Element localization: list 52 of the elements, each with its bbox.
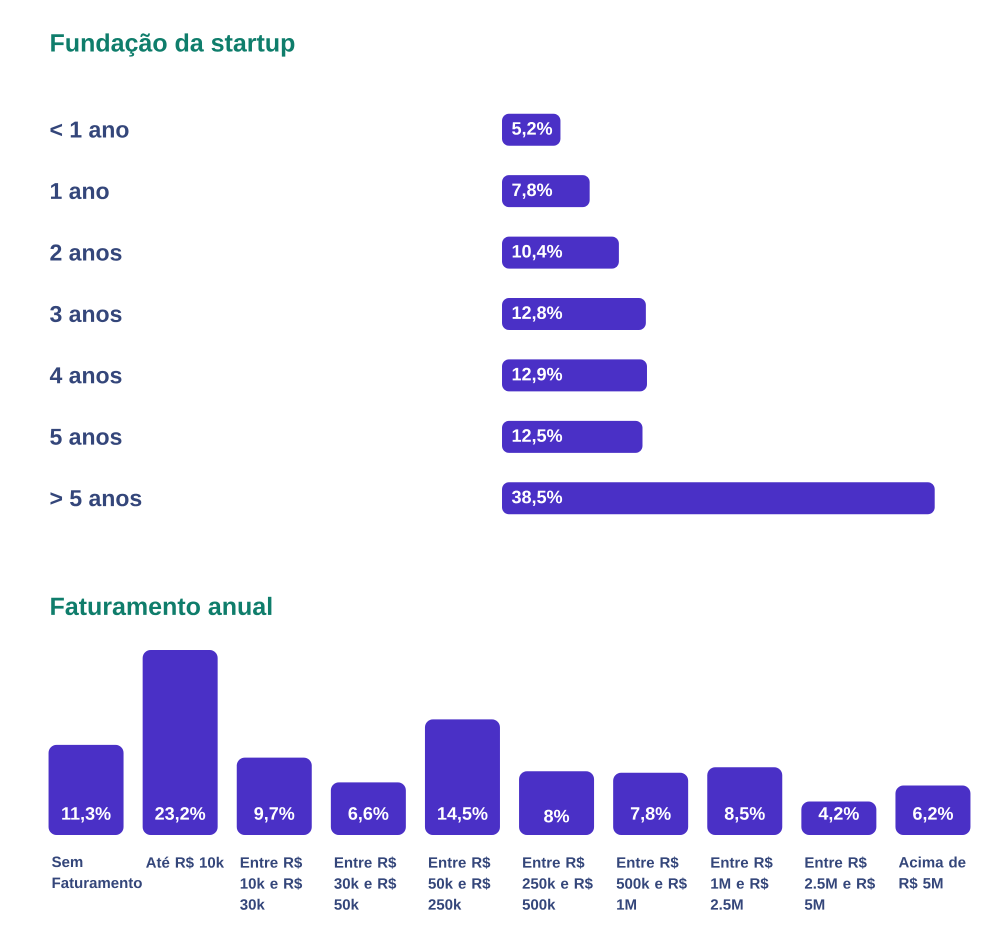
x-tick-label: Entre R$ 1M e R$ 2.5M xyxy=(710,856,773,910)
y-tick-label: 2 anos xyxy=(50,244,122,261)
y-tick-label: 3 anos xyxy=(50,306,122,322)
data-label: 12,5% xyxy=(512,429,562,445)
data-label: 6,6% xyxy=(348,807,388,822)
x-tick-label: Entre R$ 10k e R$ 30k xyxy=(240,856,302,910)
data-label: 12,8% xyxy=(512,306,562,322)
bar xyxy=(236,758,312,835)
data-label: 23,2% xyxy=(155,807,206,822)
bar xyxy=(502,359,647,392)
y-tick-label: > 5 anos xyxy=(50,490,142,506)
data-label: 7,8% xyxy=(630,807,671,822)
bar xyxy=(613,772,688,835)
x-tick-label: Acima de R$ 5M xyxy=(898,856,966,890)
bar xyxy=(895,786,970,835)
bar xyxy=(502,420,642,453)
bar xyxy=(330,782,406,835)
data-label: 38,5% xyxy=(512,490,562,506)
bar xyxy=(502,482,935,514)
y-tick-label: 5 anos xyxy=(50,428,122,445)
x-tick-label: Entre R$ 500k e R$ 1M xyxy=(616,856,687,910)
data-label: 14,5% xyxy=(438,807,488,822)
x-tick-label: Entre R$ 30k e R$ 50k xyxy=(334,856,396,910)
data-label: 6,2% xyxy=(913,807,953,822)
bar xyxy=(424,719,500,835)
bar xyxy=(142,650,218,835)
data-label: 11,3% xyxy=(62,807,111,822)
bar xyxy=(707,767,782,835)
data-label: 7,8% xyxy=(512,183,552,199)
bar xyxy=(502,175,590,208)
data-label: 8,5% xyxy=(724,807,765,822)
x-tick-label: Entre R$ 2.5M e R$ 5M xyxy=(804,856,876,910)
data-label: 8% xyxy=(544,810,570,822)
data-label: 10,4% xyxy=(512,244,562,260)
bar xyxy=(502,236,619,269)
y-tick-label: 4 anos xyxy=(50,367,122,384)
x-tick-label: Entre R$ 50k e R$ 250k xyxy=(428,856,490,910)
data-label: 5,2% xyxy=(512,122,552,138)
bar xyxy=(48,744,124,835)
bar xyxy=(801,802,876,835)
text: Fundação da startup xyxy=(51,33,294,57)
chart-title: Faturamento anual xyxy=(51,596,272,616)
bar xyxy=(502,298,646,330)
data-label: 4,2% xyxy=(818,807,859,822)
data-label: 12,9% xyxy=(512,368,562,384)
bar xyxy=(519,771,594,835)
data-label: 9,7% xyxy=(254,807,294,822)
x-tick-label: Entre R$ 250k e R$ 500k xyxy=(522,856,593,910)
y-tick-label: 1 ano xyxy=(50,183,109,200)
x-tick-label: Até R$ 10k xyxy=(146,856,224,869)
y-tick-label: < 1 ano xyxy=(50,122,129,138)
x-tick-label: Sem Faturamento xyxy=(52,856,142,888)
